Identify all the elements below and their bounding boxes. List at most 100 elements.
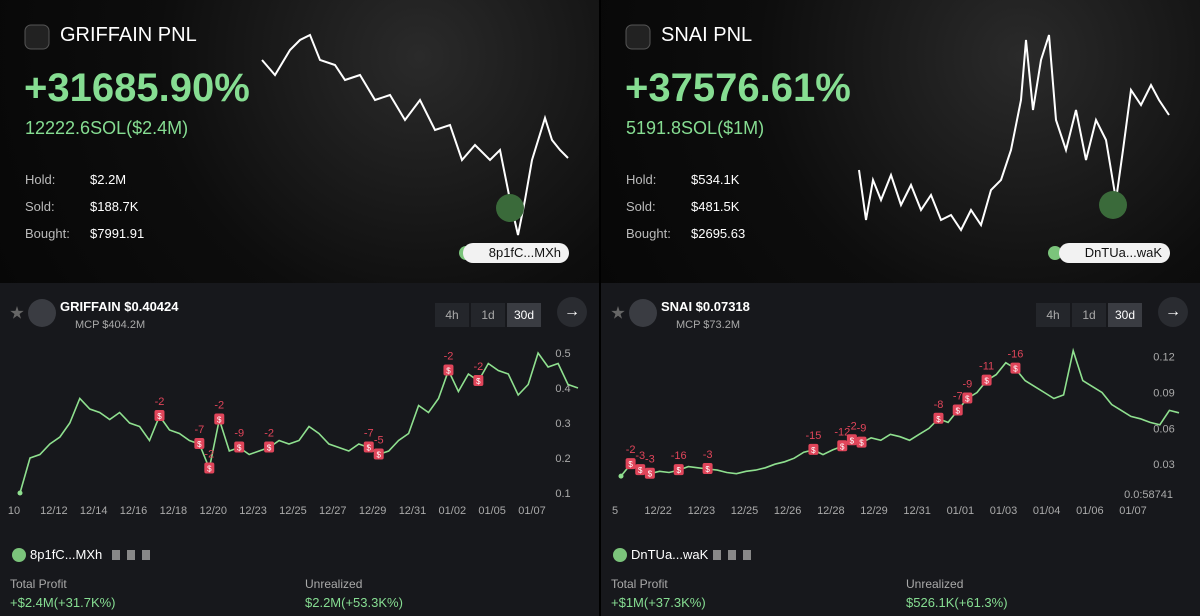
sell-marker-label: -11 <box>979 361 994 373</box>
sell-marker-symbol: $ <box>217 415 222 424</box>
sell-marker-symbol: $ <box>811 446 816 455</box>
sell-marker-symbol: $ <box>376 450 381 459</box>
frog <box>1099 191 1127 219</box>
sell-marker-label: -3 <box>645 454 655 466</box>
pnl-card: GRIFFAIN PNL +31685.90% 12222.6SOL($2.4M) H… <box>0 0 599 283</box>
sell-marker-symbol: $ <box>476 377 481 386</box>
sell-marker <box>625 458 636 470</box>
price-sketch <box>858 34 1170 232</box>
card-title: GRIFFAIN PNL <box>60 24 197 46</box>
sell-marker-symbol: $ <box>955 406 960 415</box>
x-tick-label: 01/06 <box>1076 505 1104 517</box>
sell-marker-label: -9 <box>234 427 244 439</box>
sell-marker-label: -2 <box>626 444 636 456</box>
market-cap: MCP $404.2M <box>75 319 146 331</box>
sell-marker <box>702 462 713 474</box>
start-dot <box>618 473 624 479</box>
sell-marker-symbol: $ <box>705 465 710 474</box>
sell-marker-symbol: $ <box>367 443 372 452</box>
token-name: GRIFFAIN $0.40424 <box>60 299 179 314</box>
y-tick-label: 0.12 <box>1153 352 1174 364</box>
footer-icons <box>112 550 152 560</box>
sell-marker-label: -15 <box>805 430 821 442</box>
price-chart: 0.5 0.4 0.3 0.2 0.1 10 12/12 12/14 12/16 12/18 12/… <box>8 348 579 517</box>
x-tick-label: 12/27 <box>319 505 347 517</box>
x-tick-label: 12/31 <box>399 505 427 517</box>
x-tick-label: 12/23 <box>239 505 267 517</box>
timeframe-button[interactable]: 1d <box>471 303 505 327</box>
y-tick-label: 0.4 <box>555 383 570 395</box>
x-tick-label: 12/12 <box>40 505 68 517</box>
sell-marker <box>856 436 867 448</box>
token-avatar <box>629 299 657 327</box>
wallet-badge: 8p1fC...MXh <box>462 243 569 263</box>
next-button[interactable]: → <box>1158 297 1188 327</box>
x-tick-label: 01/07 <box>518 505 546 517</box>
unrealized: $2.2M(+53.3K%) <box>305 595 403 610</box>
divider <box>599 0 601 616</box>
pnl-amount: 12222.6SOL($2.4M) <box>25 118 189 138</box>
sell-marker-symbol: $ <box>850 436 855 445</box>
total-profit-label: Total Profit <box>611 577 668 591</box>
unrealized-label: Unrealized <box>305 577 363 591</box>
y-tick-label: 0.09 <box>1153 388 1174 400</box>
price-line <box>620 347 1180 477</box>
timeframe-button[interactable]: 30d <box>1108 303 1142 327</box>
decor <box>24 24 569 260</box>
sell-marker <box>933 412 944 424</box>
footer-wallet: 8p1fC...MXh <box>30 547 103 562</box>
x-tick-label: 12/31 <box>903 505 931 517</box>
x-tick-label: 5 <box>612 505 618 517</box>
sell-marker-symbol: $ <box>676 466 681 475</box>
timeframe-button[interactable]: 4h <box>435 303 469 327</box>
x-tick-label: 12/16 <box>120 505 148 517</box>
sell-marker-label: -7 <box>953 390 963 402</box>
sell-marker-label: -3 <box>635 450 645 462</box>
sell-marker <box>962 392 973 404</box>
sell-marker-symbol: $ <box>267 443 272 452</box>
sell-marker <box>837 440 848 452</box>
timeframe-button[interactable]: 30d <box>507 303 541 327</box>
stat-label: Hold: <box>626 172 657 187</box>
price-chart: 0.12 0.09 0.06 0.03 0.0:58741 5 12/22 12/23 12/2… <box>612 347 1180 517</box>
sell-marker <box>204 462 215 474</box>
footer-icons <box>713 550 753 560</box>
decor <box>625 24 1170 260</box>
total-profit: +$1M(+37.3K%) <box>611 595 706 610</box>
x-tick-label: 12/25 <box>731 505 759 517</box>
next-button[interactable]: → <box>557 297 587 327</box>
floor-label: 0.0:58741 <box>1124 489 1173 501</box>
sell-marker-label: -8 <box>934 399 944 411</box>
card-title: SNAI PNL <box>661 24 753 46</box>
sell-marker-label: -5 <box>374 434 384 446</box>
sell-marker-label: -2 <box>444 350 454 362</box>
sell-marker <box>981 374 992 386</box>
price-line <box>19 351 579 494</box>
x-tick-label: 12/26 <box>774 505 802 517</box>
y-tick-label: 0.06 <box>1153 423 1174 435</box>
x-tick-label: 12/14 <box>80 505 108 517</box>
x-tick-label: 12/28 <box>817 505 845 517</box>
sell-marker <box>154 409 165 421</box>
sell-marker-label: -12 <box>834 426 850 438</box>
sell-marker <box>473 374 484 386</box>
sell-marker <box>673 464 684 476</box>
x-tick-label: 10 <box>8 505 20 517</box>
sell-marker-symbol: $ <box>936 415 941 424</box>
x-tick-label: 12/25 <box>279 505 307 517</box>
sell-marker <box>1010 362 1021 374</box>
x-tick-label: 01/04 <box>1033 505 1061 517</box>
sell-marker <box>373 448 384 460</box>
timeframe-button[interactable]: 1d <box>1072 303 1106 327</box>
stat-label: Hold: <box>25 172 56 187</box>
sell-marker <box>635 464 646 476</box>
token-avatar <box>28 299 56 327</box>
stat-value: $2695.63 <box>691 226 746 241</box>
sell-marker-symbol: $ <box>1013 365 1018 374</box>
pnl-card: SNAI PNL +37576.61% 5191.8SOL($1M) Hold: $53… <box>601 0 1200 283</box>
x-tick-label: 12/18 <box>160 505 188 517</box>
timeframe-button[interactable]: 4h <box>1036 303 1070 327</box>
sell-marker-label: -2 <box>214 399 224 411</box>
stat-value: $481.5K <box>691 199 740 214</box>
